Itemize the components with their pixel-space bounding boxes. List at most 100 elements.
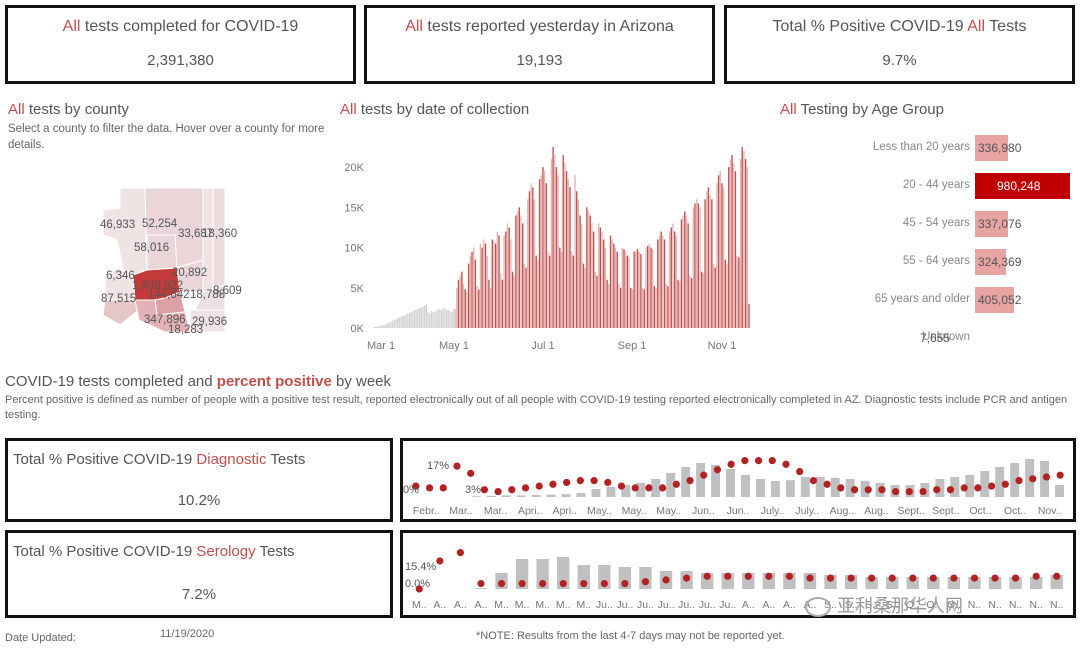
date-bar [532, 187, 534, 328]
date-bar [555, 167, 558, 328]
week-x-tick: S.. [865, 599, 878, 611]
county-pima[interactable] [134, 299, 191, 333]
date-chart[interactable]: 0K 5K 10K 15K 20K Mar 1 May 1 Jul 1 Sep 1 Nov 1 [330, 130, 770, 360]
date-bar [728, 167, 730, 328]
week-x-tick: Ju.. [678, 599, 695, 611]
county-navajo[interactable] [202, 187, 214, 293]
date-bar [508, 227, 510, 328]
date-bar [567, 179, 569, 328]
date-bar [418, 307, 421, 328]
week-positive-dot [754, 457, 763, 465]
date-bar [692, 207, 694, 328]
age-bar [975, 211, 1008, 237]
week-positive-dot [456, 549, 465, 557]
week-positive-dot [1032, 572, 1040, 580]
week-test-bar [516, 495, 526, 497]
county-map[interactable] [95, 180, 245, 340]
week-test-bar [651, 479, 661, 497]
date-bar [373, 327, 375, 328]
serology-weekly-chart[interactable]: M.. A.. A.. A.. M.. M.. M.. M.. M.. Ju.. Ju.. Ju.. J… [403, 533, 1073, 615]
date-bar [641, 287, 644, 328]
age-bar [975, 135, 1008, 161]
week-test-bar [606, 487, 616, 497]
date-bar [586, 207, 588, 328]
date-bar [505, 231, 507, 328]
date-bar [574, 175, 576, 328]
diagnostic-chart-box[interactable]: Febr.. Mar.. Mar.. Apri.. Apri.. May.. May.. Ma… [400, 438, 1076, 522]
week-x-tick: N.. [1029, 599, 1042, 611]
week-test-bar [965, 475, 975, 497]
county-cochise[interactable] [189, 309, 226, 333]
date-bar [650, 247, 652, 328]
week-x-tick: A.. [433, 599, 446, 611]
week-x-tick: Ju.. [596, 599, 613, 611]
date-bar [493, 241, 495, 328]
date-bar [511, 271, 514, 328]
age-label: 20 - 44 years [902, 179, 970, 191]
week-test-bar [830, 477, 840, 497]
week-positive-dot [480, 486, 488, 494]
date-bar [489, 287, 492, 328]
week-x-tick: O.. [947, 599, 961, 611]
week-x-tick: Oct.. [1004, 505, 1026, 517]
date-bar [604, 247, 607, 328]
date-bar [439, 308, 441, 328]
date-bar [510, 239, 512, 328]
week-test-bar [886, 577, 899, 589]
date-y-tick: 10K [344, 243, 364, 255]
week-positive-dot [796, 467, 804, 476]
week-positive-dot [809, 477, 817, 485]
week-positive-dot [415, 585, 423, 593]
week-test-bar [770, 481, 780, 497]
date-bar [473, 247, 475, 328]
date-bar [674, 231, 676, 328]
week-positive-dot [950, 574, 958, 582]
week-positive-dot [518, 579, 526, 588]
week-positive-dot [436, 557, 444, 565]
week-positive-dot [782, 460, 790, 468]
week-test-bar [531, 495, 541, 497]
date-bar [427, 311, 429, 328]
date-bar [721, 183, 723, 328]
date-bar [402, 315, 404, 328]
date-bar [701, 271, 703, 328]
date-bar [466, 291, 468, 328]
date-bar [560, 251, 563, 328]
date-y-tick: 20K [344, 162, 364, 174]
week-positive-dot [580, 579, 588, 588]
date-bar [390, 321, 392, 328]
county-yuma[interactable] [102, 299, 140, 326]
date-bar [533, 199, 536, 328]
date-bar [741, 147, 743, 328]
date-bar [570, 251, 573, 328]
diagnostic-weekly-chart[interactable]: Febr.. Mar.. Mar.. Apri.. Apri.. May.. May.. Ma… [403, 441, 1073, 519]
week-annotation: 3% [465, 484, 481, 496]
week-test-bar [591, 489, 601, 497]
watermark: 亚利桑那华人网 [805, 592, 963, 618]
week-x-tick: O.. [906, 599, 920, 611]
date-bar [682, 215, 684, 328]
age-label: 45 - 54 years [902, 217, 970, 229]
date-bar [672, 223, 674, 328]
county-mohave[interactable] [102, 187, 148, 276]
date-bar [391, 320, 394, 328]
serology-chart-box[interactable]: M.. A.. A.. A.. M.. M.. M.. M.. M.. Ju.. Ju.. Ju.. J… [400, 530, 1076, 618]
week-positive-dot [929, 574, 937, 582]
week-positive-dot [785, 572, 794, 580]
week-x-tick: Jun.. [692, 505, 715, 517]
week-x-tick: A.. [454, 599, 467, 611]
county-apache[interactable] [212, 187, 226, 291]
date-bar [554, 155, 556, 328]
county-graham[interactable] [194, 284, 226, 311]
week-x-tick: Mar.. [484, 505, 507, 517]
date-bar [456, 287, 458, 328]
date-bar [513, 275, 515, 328]
date-bar [717, 175, 720, 328]
week-x-tick: Sept.. [932, 505, 959, 517]
date-bar [375, 326, 377, 328]
date-bar [538, 179, 541, 328]
week-positive-dot [672, 480, 680, 488]
week-positive-dot [919, 487, 927, 496]
date-bar [591, 223, 593, 328]
county-yavapai[interactable] [146, 234, 178, 271]
